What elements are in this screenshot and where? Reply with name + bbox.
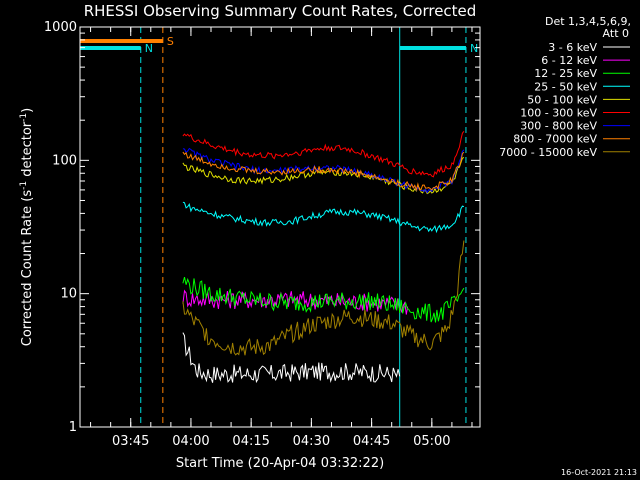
legend-label: 7000 - 15000 keV xyxy=(499,146,597,159)
plot-frame xyxy=(79,26,481,428)
series-line xyxy=(182,332,401,384)
x-axis-ticks: 03:45 04:00 04:15 04:30 04:45 05:00 xyxy=(90,27,473,449)
legend-label: 50 - 100 keV xyxy=(527,93,597,106)
legend-label: 6 - 12 keV xyxy=(541,54,597,67)
legend-label: 12 - 25 keV xyxy=(534,67,597,80)
legend-header-line-1: Det 1,3,4,5,6,9, xyxy=(545,15,631,28)
y-tick-label: 1000 xyxy=(44,20,77,35)
chart-title: RHESSI Observing Summary Count Rates, Co… xyxy=(84,2,477,20)
series-line xyxy=(182,276,465,323)
legend-header-line-2: Att 0 xyxy=(603,27,629,40)
x-tick-label: 03:45 xyxy=(112,434,149,449)
series-line xyxy=(182,201,465,234)
legend-label: 100 - 300 keV xyxy=(520,107,597,120)
legend-label: 25 - 50 keV xyxy=(534,80,597,93)
y-tick-label: 10 xyxy=(60,287,77,302)
flag-label: S xyxy=(167,35,174,48)
legend-label: 800 - 7000 keV xyxy=(513,133,597,146)
x-tick-label: 04:30 xyxy=(293,434,330,449)
x-tick-label: 04:15 xyxy=(232,434,269,449)
x-tick-label: 04:45 xyxy=(353,434,390,449)
legend-label: 300 - 800 keV xyxy=(520,120,597,133)
flag-label: N xyxy=(145,42,153,55)
generated-timestamp: 16-Oct-2021 21:13 xyxy=(561,468,637,477)
x-tick-label: 04:00 xyxy=(172,434,209,449)
series-line xyxy=(182,151,465,192)
legend-label: 3 - 6 keV xyxy=(548,41,597,54)
series-line xyxy=(182,240,465,356)
series-line xyxy=(182,130,465,178)
y-tick-label: 1 xyxy=(69,420,77,435)
series-lines xyxy=(182,130,465,384)
x-axis-label: Start Time (20-Apr-04 03:32:22) xyxy=(176,456,384,471)
y-axis-ticks: 1 10 100 1000 xyxy=(44,20,480,435)
x-tick-label: 05:00 xyxy=(413,434,450,449)
flag-label: N xyxy=(470,42,478,55)
y-axis-label: Corrected Count Rate (s-1 detector-1) xyxy=(19,108,35,346)
y-tick-label: 100 xyxy=(52,153,77,168)
series-line xyxy=(182,147,465,194)
